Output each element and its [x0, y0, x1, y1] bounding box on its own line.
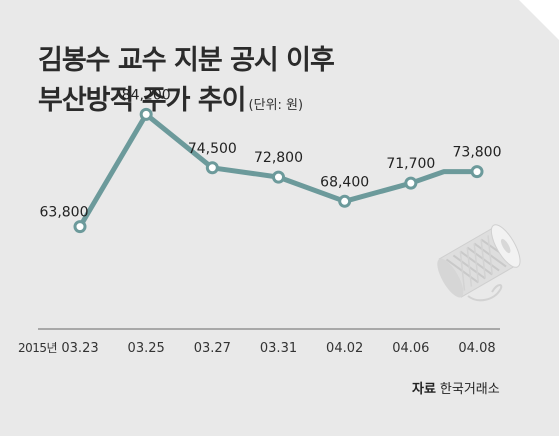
- data-point: [338, 194, 352, 208]
- data-point: [73, 220, 87, 234]
- source-name: 한국거래소: [439, 382, 500, 397]
- chart-title-line-1: 김봉수 교수 지분 공시 이후: [38, 45, 335, 76]
- data-point: [139, 107, 153, 121]
- x-tick-label: 04.08: [458, 341, 495, 356]
- x-tick-label: 03.27: [194, 341, 231, 356]
- data-label: 73,800: [453, 145, 502, 161]
- price-line: [77, 111, 480, 230]
- x-tick-label: 04.02: [326, 341, 363, 356]
- data-point: [404, 176, 418, 190]
- data-label: 68,400: [320, 174, 369, 190]
- x-tick-label: 03.25: [128, 341, 165, 356]
- data-label: 74,500: [188, 141, 237, 157]
- data-label: 71,700: [386, 156, 435, 172]
- year-label: 2015년: [18, 341, 57, 355]
- data-label: 63,800: [40, 205, 89, 221]
- unit-label: (단위: 원): [248, 98, 304, 113]
- data-point: [272, 170, 285, 184]
- source-label: 자료: [412, 382, 436, 397]
- thread-spool-icon: [437, 224, 521, 302]
- data-label: 84,200: [122, 87, 171, 103]
- x-tick-label: 03.31: [260, 341, 297, 356]
- data-label: 72,800: [254, 150, 303, 166]
- source-note: 자료 한국거래소: [412, 378, 500, 397]
- x-tick-label: 03.23: [61, 341, 98, 356]
- data-point: [205, 161, 219, 175]
- data-point: [470, 165, 484, 179]
- x-tick-label: 04.06: [392, 341, 429, 356]
